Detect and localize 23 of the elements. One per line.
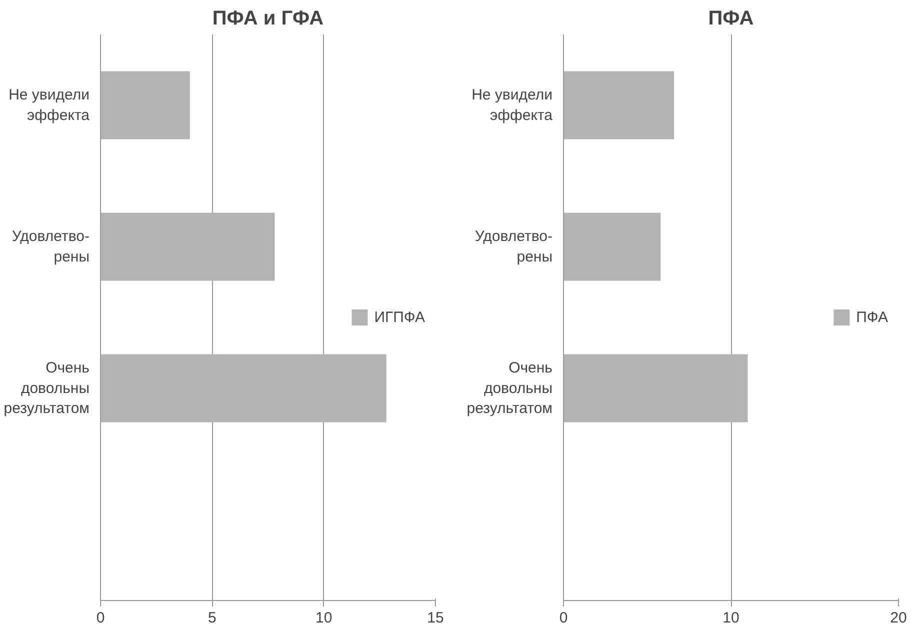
x-tick-label: 10 (315, 610, 332, 626)
x-tick-label: 5 (208, 610, 216, 626)
bar (564, 71, 674, 140)
x-tick-label: 0 (559, 610, 568, 626)
y-tick-label: Не увидели эффекта (472, 86, 554, 124)
y-tick-label: Очень довольны результатом (466, 359, 553, 418)
legend-label: ПФА (856, 308, 888, 326)
y-tick-label: Удовлетво- рены (474, 228, 553, 266)
chart-title: ПФА и ГФА (212, 8, 324, 30)
x-tick-label: 0 (96, 610, 105, 626)
x-tick-label: 15 (427, 610, 444, 626)
chart-title: ПФА (708, 8, 754, 30)
x-tick-label: 20 (890, 610, 907, 626)
bar (100, 71, 190, 140)
legend-label: ИГПФА (374, 308, 425, 326)
bar (564, 212, 661, 281)
x-tick-label: 10 (722, 610, 740, 626)
y-tick-label: Очень довольны результатом (4, 359, 90, 418)
y-tick-label: Удовлетво- рены (12, 228, 90, 266)
bar (100, 354, 386, 422)
bar (564, 354, 748, 422)
bar (100, 212, 275, 281)
y-tick-label: Не увидели эффекта (8, 86, 90, 124)
